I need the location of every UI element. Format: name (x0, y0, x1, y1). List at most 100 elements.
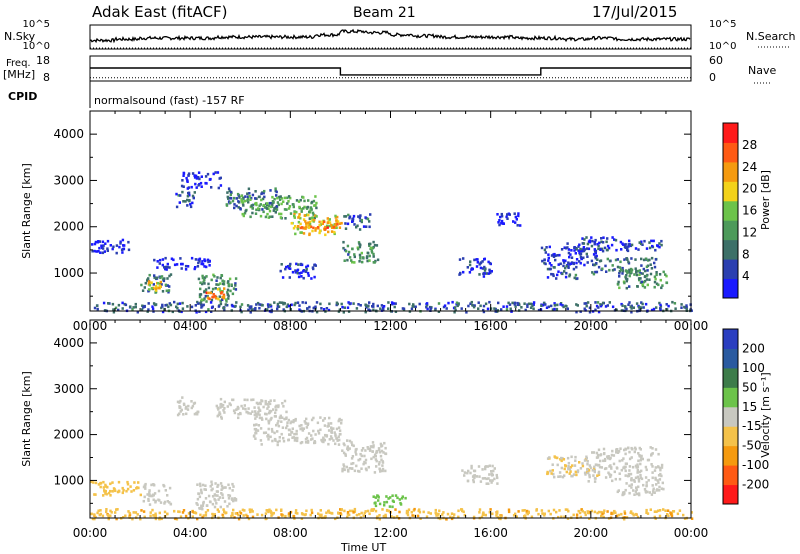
data-cell (659, 307, 662, 310)
data-cell (337, 435, 340, 439)
data-cell (382, 305, 386, 308)
data-cell (434, 508, 437, 512)
data-cell (297, 220, 301, 224)
data-cell (586, 255, 589, 258)
data-cell (599, 248, 602, 251)
data-cell (180, 310, 183, 314)
data-cell (554, 254, 557, 257)
data-cell (466, 471, 469, 475)
data-cell (155, 289, 158, 292)
data-cell (224, 511, 227, 515)
data-cell (520, 306, 523, 309)
data-cell (650, 267, 654, 270)
data-cell (588, 239, 592, 242)
data-cell (615, 248, 618, 252)
data-cell (507, 510, 511, 514)
data-cell (230, 497, 234, 500)
data-cell (306, 205, 309, 209)
data-cell (672, 510, 675, 513)
data-cell (302, 207, 305, 210)
data-cell (207, 260, 210, 264)
data-cell (318, 229, 322, 233)
data-cell (348, 439, 352, 443)
data-cell (596, 474, 599, 477)
data-cell (627, 303, 630, 306)
data-cell (256, 429, 260, 432)
data-cell (197, 171, 201, 174)
data-cell (535, 508, 538, 511)
data-cell (314, 264, 317, 267)
data-cell (655, 510, 658, 513)
data-cell (488, 473, 491, 476)
data-cell (599, 259, 603, 262)
data-cell (646, 259, 650, 262)
data-cell (633, 493, 636, 496)
data-cell (592, 263, 595, 266)
power-cells (91, 171, 693, 314)
data-cell (292, 436, 295, 439)
data-cell (302, 269, 305, 273)
data-cell (319, 515, 322, 518)
data-cell (216, 414, 219, 418)
data-cell (494, 307, 497, 311)
data-cell (318, 224, 321, 227)
data-cell (91, 249, 94, 253)
data-cell (346, 222, 350, 226)
data-cell (339, 508, 342, 511)
data-cell (189, 205, 193, 209)
data-cell (344, 452, 347, 456)
data-cell (264, 215, 268, 219)
data-cell (583, 307, 586, 311)
data-cell (614, 511, 617, 514)
data-cell (325, 511, 328, 515)
data-cell (379, 307, 382, 310)
data-cell (334, 442, 337, 446)
data-cell (255, 431, 258, 435)
data-cell (654, 277, 657, 281)
data-cell (278, 212, 281, 216)
data-cell (194, 174, 198, 178)
data-cell (562, 259, 565, 262)
x-tick-label: 00:00 (73, 526, 108, 540)
data-cell (272, 201, 275, 204)
data-cell (284, 217, 287, 220)
data-cell (377, 447, 381, 450)
data-cell (628, 457, 632, 461)
data-cell (359, 304, 362, 307)
data-cell (639, 462, 642, 466)
data-cell (530, 302, 533, 306)
data-cell (292, 226, 296, 230)
data-cell (385, 500, 389, 504)
data-cell (400, 497, 404, 500)
data-cell (239, 207, 242, 211)
data-cell (368, 447, 372, 451)
data-cell (590, 244, 594, 248)
data-cell (276, 430, 279, 433)
data-cell (248, 195, 251, 198)
data-cell (192, 196, 195, 200)
data-cell (163, 500, 167, 504)
data-cell (287, 514, 291, 517)
data-cell (368, 259, 371, 262)
data-cell (292, 420, 295, 424)
data-cell (628, 484, 631, 488)
data-cell (488, 464, 491, 468)
data-cell (619, 447, 622, 450)
data-cell (532, 301, 536, 304)
data-cell (342, 463, 345, 466)
data-cell (203, 278, 206, 282)
data-cell (608, 268, 611, 272)
data-cell (479, 480, 483, 483)
data-cell (303, 205, 306, 209)
data-cell (645, 484, 648, 488)
data-cell (317, 429, 320, 433)
data-cell (485, 272, 489, 275)
data-cell (158, 517, 161, 521)
data-cell (623, 281, 626, 285)
data-cell (594, 270, 597, 274)
data-cell (200, 298, 204, 301)
data-cell (237, 513, 240, 517)
data-cell (216, 508, 219, 511)
data-cell (658, 242, 661, 245)
data-cell (596, 453, 600, 457)
